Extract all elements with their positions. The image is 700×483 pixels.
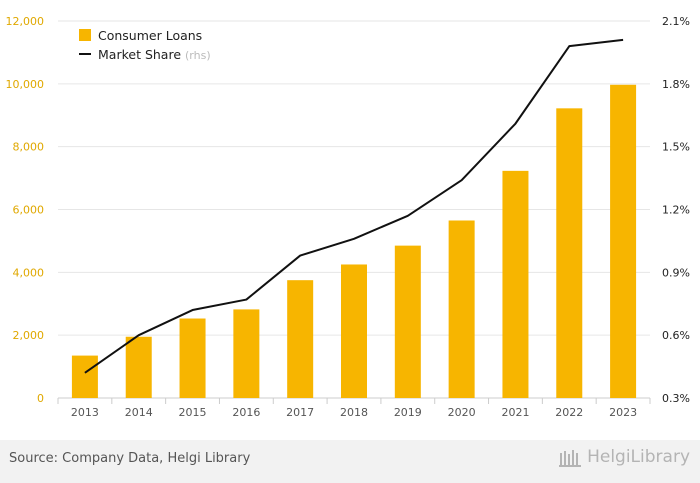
library-icon [559, 450, 582, 467]
x-tick-label: 2014 [125, 406, 153, 419]
footer [0, 440, 700, 483]
x-tick-label: 2021 [501, 406, 529, 419]
y-right-tick-label: 1.2% [662, 204, 690, 217]
y-right-tick-label: 2.1% [662, 15, 690, 28]
legend-swatch-consumer-loans [79, 29, 91, 41]
x-tick-label: 2017 [286, 406, 314, 419]
y-left-tick-label: 0 [37, 392, 44, 405]
legend: Consumer Loans Market Share (rhs) [79, 28, 211, 62]
y-right-tick-label: 1.8% [662, 78, 690, 91]
bar-consumer-loans-2015 [179, 318, 206, 398]
x-tick-label: 2019 [394, 406, 422, 419]
y-left-tick-label: 8,000 [13, 141, 45, 154]
x-tick-label: 2020 [448, 406, 476, 419]
y-left-tick-label: 2,000 [13, 329, 45, 342]
bar-consumer-loans-2014 [125, 336, 152, 398]
x-tick-label: 2018 [340, 406, 368, 419]
y-left-tick-label: 4,000 [13, 266, 45, 279]
y-right-tick-label: 0.9% [662, 266, 690, 279]
bar-consumer-loans-2018 [341, 264, 367, 398]
y-right-tick-label: 0.6% [662, 329, 690, 342]
x-tick-label: 2016 [232, 406, 260, 419]
bar-consumer-loans-2017 [287, 280, 314, 398]
y-right-tick-label: 1.5% [662, 141, 690, 154]
legend-rhs-note: (rhs) [185, 49, 211, 62]
bar-consumer-loans-2023 [610, 84, 637, 399]
source-note: Source: Company Data, Helgi Library [9, 451, 251, 466]
x-tick-label: 2015 [179, 406, 207, 419]
bar-consumer-loans-2019 [394, 245, 421, 398]
y-left-tick-label: 12,000 [6, 15, 45, 28]
bar-consumer-loans-2013 [71, 355, 98, 398]
brand-name: HelgiLibrary [587, 447, 690, 467]
x-tick-label: 2022 [555, 406, 583, 419]
x-tick-label: 2013 [71, 406, 99, 419]
legend-label-consumer-loans: Consumer Loans [98, 28, 202, 43]
x-tick-label: 2023 [609, 406, 637, 419]
bar-consumer-loans-2022 [556, 108, 583, 399]
combo-chart: 0 2,000 4,000 6,000 8,000 10,000 12,000 0.3% 0.6… [6, 15, 691, 419]
y-left-tick-label: 6,000 [13, 204, 45, 217]
y-right-tick-label: 0.3% [662, 392, 690, 405]
bar-consumer-loans-2021 [502, 170, 529, 398]
helgi-library-logo[interactable]: HelgiLibrary [559, 447, 690, 467]
bar-consumer-loans-2016 [233, 309, 260, 398]
y-left-tick-label: 10,000 [6, 78, 45, 91]
bar-consumer-loans-2020 [448, 220, 475, 398]
legend-label-market-share: Market Share (rhs) [98, 47, 211, 62]
